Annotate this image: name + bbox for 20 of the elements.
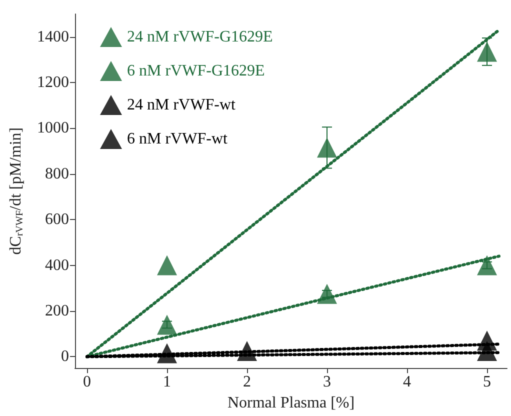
y-tick-label: 600 xyxy=(45,211,69,228)
x-tick-label: 3 xyxy=(323,374,331,391)
y-tick-label: 400 xyxy=(45,256,69,274)
y-tick-label: 800 xyxy=(45,165,69,182)
y-tick-label: 1200 xyxy=(37,74,69,92)
legend-label: 24 nM rVWF-wt xyxy=(127,96,236,114)
y-tick-label: 1400 xyxy=(37,28,69,46)
y-tick-label: 200 xyxy=(45,302,69,320)
x-tick-label: 0 xyxy=(83,374,91,391)
x-tick-label: 4 xyxy=(403,374,411,391)
x-axis-title: Normal Plasma [%] xyxy=(227,394,355,412)
legend-label: 24 nM rVWF-G1629E xyxy=(127,28,273,46)
y-tick-label: 1000 xyxy=(37,120,69,137)
y-axis-title: dCrVWF/dt [pM/min] xyxy=(8,127,26,255)
legend-label: 6 nM rVWF-wt xyxy=(127,130,228,148)
x-tick-label: 1 xyxy=(163,374,171,391)
legend-label: 6 nM rVWF-G1629E xyxy=(127,62,265,80)
y-tick-label: 0 xyxy=(61,348,69,366)
x-tick-label: 5 xyxy=(483,374,491,391)
x-tick-label: 2 xyxy=(243,374,251,391)
